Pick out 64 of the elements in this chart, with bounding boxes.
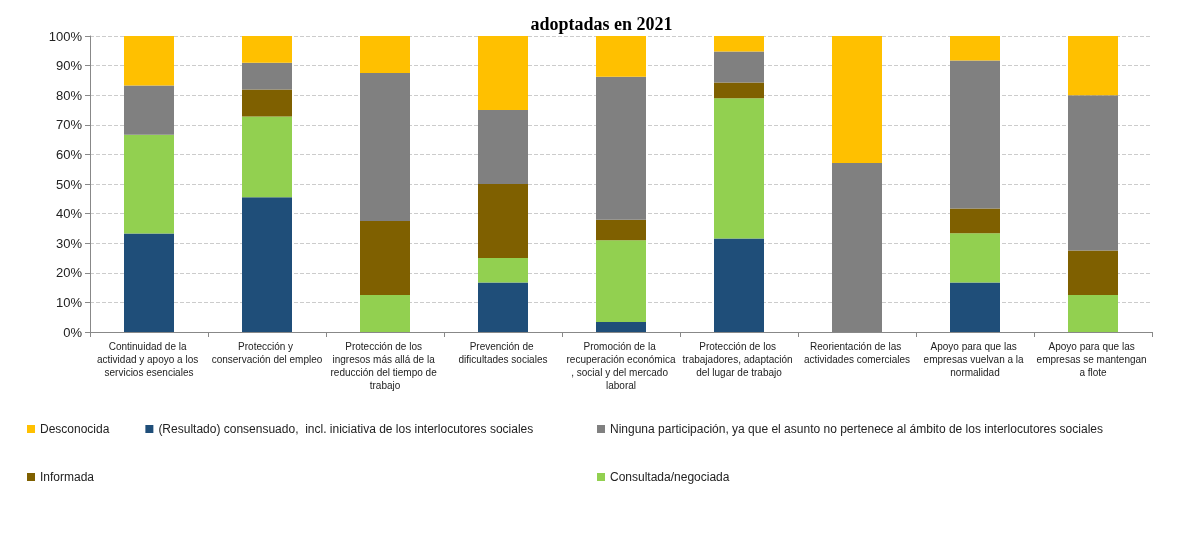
y-tick-label: 60%: [55, 146, 83, 162]
x-tick-label: Protección de los ingresos más allá de la reducción del tiempo de trabajo: [330, 341, 440, 391]
bar: [478, 258, 528, 283]
bar: [596, 240, 646, 322]
bar: [360, 73, 410, 221]
bar: [596, 219, 646, 241]
bar: [124, 233, 174, 332]
x-tick-label: Prevención de dificultades sociales: [458, 341, 548, 365]
y-tick-label: 40%: [55, 206, 83, 222]
y-tick-label: 80%: [55, 87, 83, 103]
bar: [242, 197, 292, 332]
bar: [950, 233, 1000, 283]
bar: [124, 36, 174, 86]
bar: [478, 184, 528, 258]
bar: [360, 295, 410, 332]
bar: [714, 98, 764, 239]
bar: [714, 82, 764, 99]
bar: [242, 89, 292, 117]
x-tick-label: Promoción de la recuperación económica, social y del mercado laboral: [566, 341, 676, 391]
x-tick-label: Apoyo para que las empresas vuelvan a la normalidad: [923, 341, 1027, 378]
bar: [950, 60, 1000, 209]
bar: [1068, 295, 1118, 332]
x-tick-label: Continuidad de la actividad y apoyo a los servicios esenciales: [97, 341, 201, 378]
chart-title: adoptadas en 2021: [530, 14, 673, 34]
bar: [242, 116, 292, 198]
bar: [360, 221, 410, 295]
y-tick-label: 100%: [48, 28, 83, 44]
legend-label: Informada: [40, 470, 95, 484]
bar: [950, 282, 1000, 332]
y-tick-label: 10%: [55, 294, 83, 310]
bar: [1068, 95, 1118, 251]
x-tick-label: Reorientación de las actividades comerciales: [803, 341, 911, 365]
bar: [360, 36, 410, 73]
x-tick-label: Protección de los trabajadores, adaptación del lugar de trabajo: [682, 341, 796, 378]
bar: [242, 62, 292, 90]
bar: [478, 36, 528, 110]
bar: [950, 208, 1000, 234]
bar: [714, 36, 764, 52]
bar: [950, 36, 1000, 61]
bar: [714, 238, 764, 332]
x-tick-label: Apoyo para que las empresas se mantengan a flote: [1036, 341, 1150, 378]
bar: [714, 51, 764, 83]
bar: [596, 321, 646, 332]
y-tick-label: 50%: [55, 176, 83, 192]
x-tick-label: Protección y conservación del empleo: [211, 341, 323, 365]
y-tick-label: 0%: [63, 324, 83, 340]
bar: [478, 110, 528, 184]
bar: [832, 36, 882, 163]
bar: [124, 134, 174, 234]
legend-label: Ninguna participación, ya que el asunto no pertenece al ámbito de los interlocutores sociales: [610, 422, 1103, 436]
bar: [478, 282, 528, 332]
legend-label: Consultada/negociada: [610, 470, 730, 484]
bar: [1068, 36, 1118, 96]
legend-label: (Resultado) consensuado, incl. iniciativa de los interlocutores sociales: [158, 422, 534, 436]
y-tick-label: 20%: [55, 265, 83, 281]
bar: [596, 76, 646, 220]
bar: [124, 85, 174, 135]
y-tick-label: 30%: [55, 235, 83, 251]
legend-label: Desconocida: [40, 422, 110, 436]
y-tick-label: 90%: [55, 58, 83, 74]
bar: [596, 36, 646, 77]
bar: [242, 36, 292, 63]
y-tick-label: 70%: [55, 117, 83, 133]
bar: [1068, 250, 1118, 295]
